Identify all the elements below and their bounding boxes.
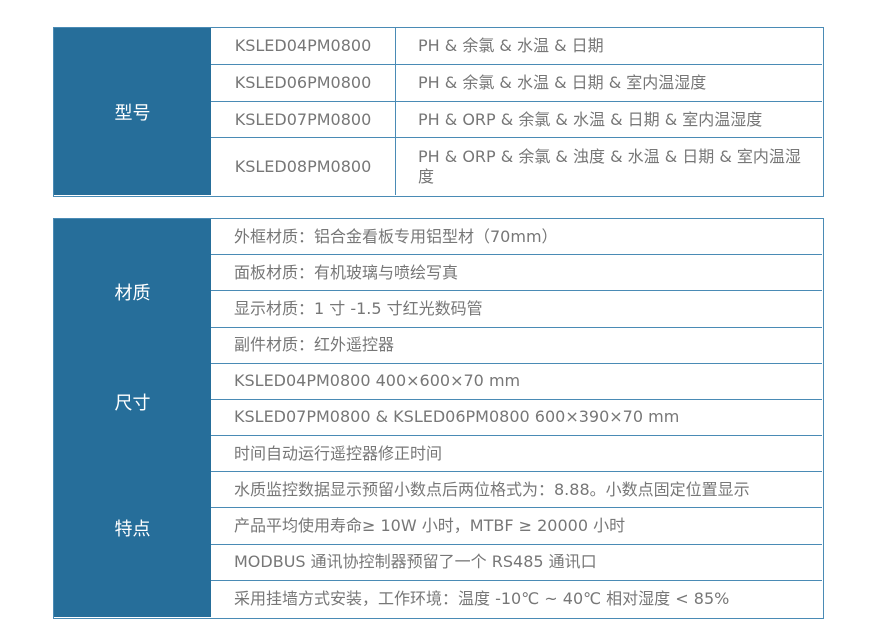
spec-row: 时间自动运行遥控器修正时间: [211, 436, 822, 473]
model-description: PH & ORP & 余氯 & 水温 & 日期 & 室内温湿度: [396, 102, 822, 138]
spec-row: 面板材质：有机玻璃与喷绘写真: [211, 255, 822, 292]
model-table: 型号 KSLED04PM0800 PH & 余氯 & 水温 & 日期 KSLED06…: [53, 27, 824, 197]
model-code: KSLED06PM0800: [211, 65, 396, 102]
model-code: KSLED04PM0800: [211, 28, 396, 65]
model-code: KSLED07PM0800: [211, 102, 396, 138]
spec-row: KSLED07PM0800 & KSLED06PM0800 600×390×70…: [211, 400, 822, 437]
model-header: 型号: [54, 28, 211, 195]
spec-row: KSLED04PM0800 400×600×70 mm: [211, 364, 822, 400]
material-header: 材质: [54, 219, 211, 365]
size-header: 尺寸: [54, 365, 211, 438]
model-code: KSLED08PM0800: [211, 138, 396, 195]
model-description: PH & 余氯 & 水温 & 日期: [396, 28, 822, 65]
spec-row: 产品平均使用寿命≥ 10W 小时，MTBF ≥ 20000 小时: [211, 508, 822, 545]
spec-row: 外框材质：铝合金看板专用铝型材（70mm）: [211, 219, 822, 256]
spec-row: 副件材质：红外遥控器: [211, 328, 822, 364]
model-description: PH & 余氯 & 水温 & 日期 & 室内温湿度: [396, 65, 822, 102]
spec-row: 采用挂墙方式安装，工作环境：温度 -10℃ ~ 40℃ 相对湿度 < 85%: [234, 588, 730, 608]
model-description: PH & ORP & 余氯 & 浊度 & 水温 & 日期 & 室内温湿度: [418, 146, 801, 186]
spec-row: 水质监控数据显示预留小数点后两位格式为：8.88。小数点固定位置显示: [211, 472, 822, 509]
spec-table: 材质 尺寸 特点 外框材质：铝合金看板专用铝型材（70mm） 面板材质：有机玻璃与…: [53, 218, 824, 619]
spec-row: 显示材质：1 寸 -1.5 寸红光数码管: [211, 291, 822, 328]
feature-header: 特点: [54, 438, 211, 617]
spec-row: MODBUS 通讯协控制器预留了一个 RS485 通讯口: [211, 545, 822, 581]
